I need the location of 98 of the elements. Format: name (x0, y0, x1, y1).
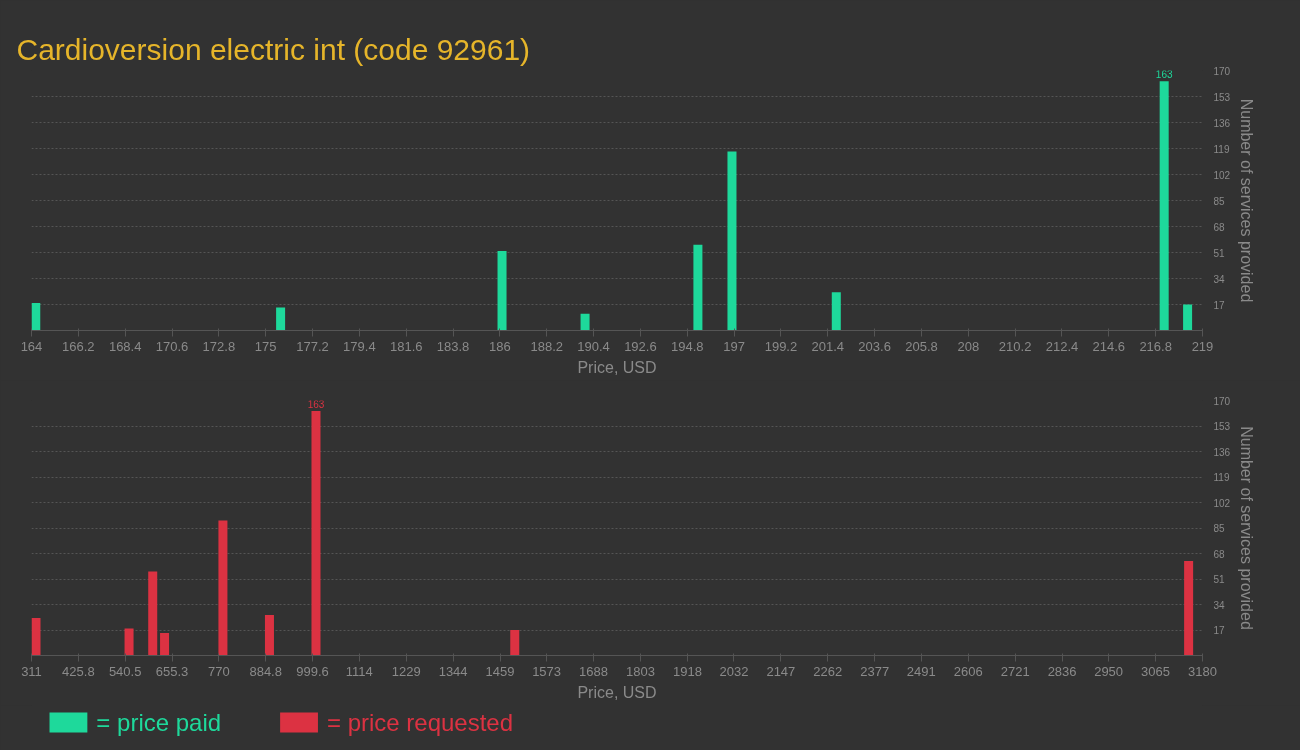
bar (264, 615, 274, 656)
x-tick-label: 1918 (672, 663, 702, 679)
y-tick-label: 17 (1213, 625, 1226, 636)
y-tick-label: 102 (1213, 169, 1231, 181)
x-tick-label: 201.4 (811, 338, 845, 354)
bar (276, 307, 286, 331)
bar (1183, 304, 1193, 331)
legend-label: = price requested (326, 709, 514, 736)
bar (727, 151, 737, 331)
x-tick-label: 2721 (1000, 663, 1030, 679)
x-tick-label: 186 (489, 338, 511, 354)
y-tick-label: 68 (1213, 221, 1226, 233)
x-tick-label: 999.6 (296, 663, 329, 679)
x-tick-label: 3065 (1141, 663, 1171, 679)
y-tick-label: 102 (1213, 497, 1231, 509)
x-tick-label: 1803 (626, 663, 655, 679)
x-tick-label: 770 (208, 663, 230, 679)
x-tick-label: 188.2 (530, 338, 564, 354)
x-tick-label: 2491 (906, 663, 936, 679)
y-tick-label: 136 (1213, 117, 1231, 129)
x-tick-label: 1114 (345, 663, 373, 679)
x-tick-label: 1344 (438, 663, 468, 679)
x-tick-label: 216.8 (1139, 338, 1172, 354)
bar (124, 628, 134, 656)
bar (1184, 561, 1194, 656)
x-tick-label: 172.8 (202, 338, 236, 354)
y-tick-label: 34 (1213, 273, 1226, 285)
x-tick-label: 203.6 (858, 338, 891, 354)
bar (160, 633, 170, 656)
bar (31, 302, 41, 331)
x-tick-label: 214.6 (1092, 338, 1126, 354)
x-tick-label: 181.6 (389, 338, 423, 354)
y-tick-label: 34 (1213, 599, 1226, 611)
y-tick-label: 51 (1213, 247, 1226, 259)
x-tick-label: 205.8 (905, 338, 938, 354)
y-tick-label: 119 (1213, 143, 1230, 155)
x-tick-label: 2147 (766, 663, 796, 679)
y-tick-label: 153 (1213, 91, 1231, 103)
data-label: 163 (307, 399, 325, 410)
bar (510, 630, 520, 656)
x-tick-label: 425.8 (62, 663, 95, 679)
x-tick-label: 208 (957, 338, 980, 354)
chart-title: Cardioversion electric int (code 92961) (16, 32, 531, 66)
x-tick-label: 179.4 (343, 338, 376, 354)
y-axis-title: Number of services provided (1238, 426, 1256, 630)
x-tick-label: 194.8 (670, 338, 704, 354)
y-axis-title: Number of services provided (1238, 98, 1256, 303)
x-tick-label: 1459 (485, 663, 515, 679)
bar (831, 292, 841, 331)
y-tick-label: 68 (1213, 548, 1226, 560)
x-tick-label: 175 (254, 338, 277, 354)
x-axis-title: Price, USD (577, 683, 657, 701)
y-tick-label: 170 (1213, 65, 1231, 77)
x-tick-label: 164 (20, 338, 43, 354)
bar (497, 250, 507, 331)
bar (580, 313, 590, 331)
legend-label: = price paid (96, 709, 222, 736)
x-tick-label: 1573 (532, 663, 562, 679)
bar (311, 411, 321, 656)
bar (148, 571, 158, 656)
x-tick-label: 3180 (1188, 663, 1217, 679)
x-tick-label: 177.2 (296, 338, 329, 354)
x-tick-label: 1229 (391, 663, 421, 679)
y-tick-label: 119 (1213, 472, 1230, 483)
x-tick-label: 210.2 (998, 338, 1032, 354)
x-tick-label: 884.8 (249, 663, 282, 679)
x-tick-label: 2950 (1094, 663, 1124, 679)
x-tick-label: 166.2 (62, 338, 95, 354)
bar (693, 244, 703, 331)
y-tick-label: 170 (1213, 395, 1231, 407)
x-tick-label: 655.3 (155, 663, 189, 679)
y-tick-label: 85 (1213, 523, 1226, 534)
x-tick-label: 219 (1191, 338, 1214, 354)
x-tick-label: 2032 (719, 663, 749, 679)
x-tick-label: 192.6 (624, 338, 657, 354)
y-tick-label: 85 (1213, 195, 1226, 207)
x-tick-label: 311 (21, 663, 42, 679)
x-tick-label: 183.8 (436, 338, 470, 354)
x-tick-label: 168.4 (108, 338, 142, 354)
bar (218, 520, 228, 656)
x-tick-label: 190.4 (577, 338, 610, 354)
x-tick-label: 2262 (813, 663, 843, 679)
x-tick-label: 199.2 (764, 338, 798, 354)
y-tick-label: 136 (1213, 446, 1231, 458)
x-tick-label: 1688 (579, 663, 608, 679)
x-tick-label: 170.6 (155, 338, 189, 354)
x-tick-label: 197 (723, 338, 745, 354)
data-label: 163 (1155, 69, 1173, 81)
bar (1159, 81, 1169, 331)
x-tick-label: 540.5 (108, 663, 142, 679)
y-tick-label: 51 (1213, 574, 1226, 585)
x-tick-label: 212.4 (1045, 338, 1079, 354)
x-tick-label: 2377 (860, 663, 890, 679)
x-axis-title: Price, USD (577, 358, 657, 376)
y-tick-label: 153 (1213, 421, 1231, 432)
x-tick-label: 2836 (1047, 663, 1077, 679)
x-tick-label: 2606 (953, 663, 983, 679)
y-tick-label: 17 (1213, 299, 1226, 311)
